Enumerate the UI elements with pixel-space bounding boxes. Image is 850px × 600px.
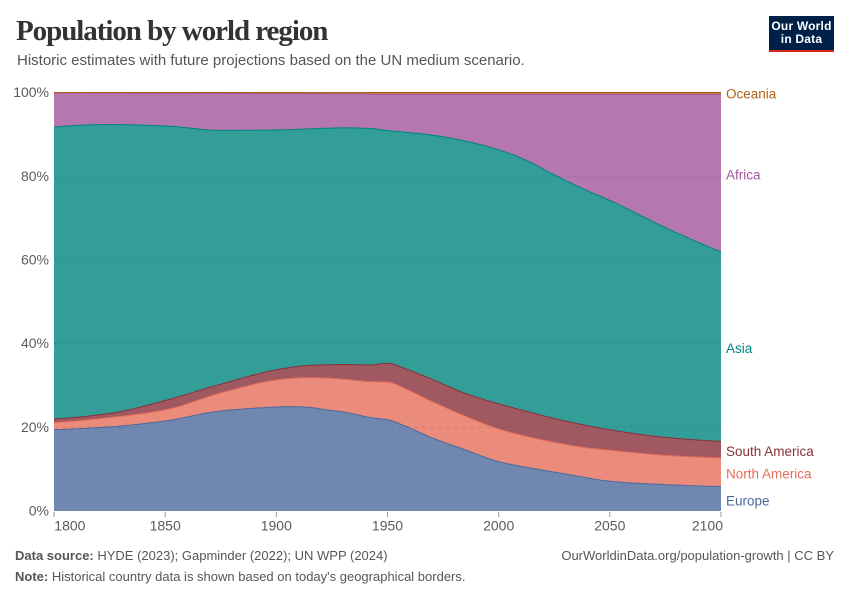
svg-text:80%: 80% bbox=[21, 168, 49, 184]
svg-text:1950: 1950 bbox=[372, 518, 403, 534]
svg-text:40%: 40% bbox=[21, 335, 49, 351]
svg-text:North America: North America bbox=[726, 467, 812, 482]
svg-text:Europe: Europe bbox=[726, 494, 770, 509]
svg-text:60%: 60% bbox=[21, 252, 49, 268]
svg-text:2050: 2050 bbox=[594, 518, 625, 534]
svg-text:2000: 2000 bbox=[483, 518, 514, 534]
svg-text:Africa: Africa bbox=[726, 168, 761, 183]
svg-text:South America: South America bbox=[726, 444, 814, 459]
svg-text:1800: 1800 bbox=[54, 518, 85, 534]
svg-text:Asia: Asia bbox=[726, 341, 753, 356]
svg-text:1900: 1900 bbox=[261, 518, 292, 534]
svg-text:Oceania: Oceania bbox=[726, 87, 777, 102]
svg-text:100%: 100% bbox=[13, 84, 49, 100]
svg-text:0%: 0% bbox=[29, 503, 49, 519]
svg-text:20%: 20% bbox=[21, 419, 49, 435]
svg-text:1850: 1850 bbox=[150, 518, 181, 534]
svg-text:2100: 2100 bbox=[692, 518, 723, 534]
